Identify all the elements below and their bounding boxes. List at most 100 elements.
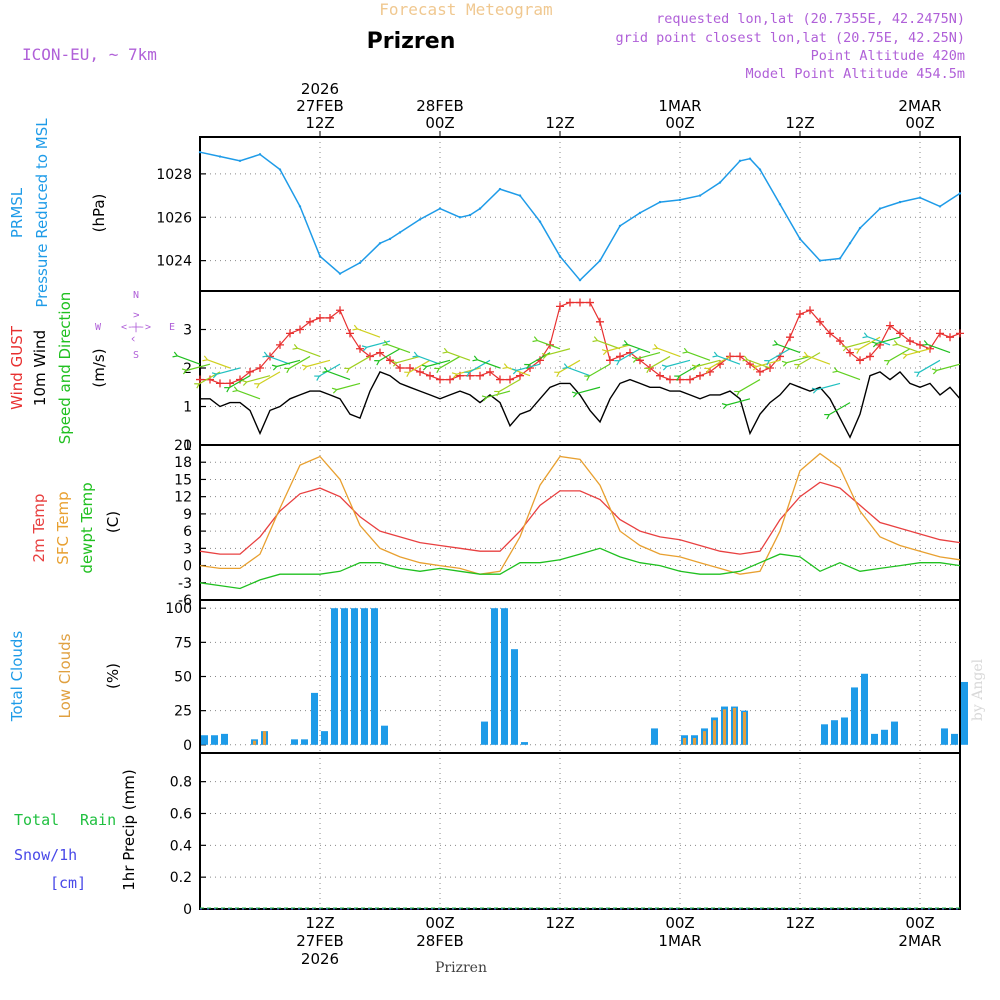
- gust-marker: [736, 352, 744, 361]
- wind-direction-arrowhead: [442, 347, 448, 354]
- top-time-label: 12Z: [785, 114, 814, 132]
- pressure-point: [838, 257, 842, 260]
- gust-marker: [956, 329, 964, 338]
- gust-marker: [936, 329, 944, 338]
- pressure-point: [418, 218, 422, 221]
- wind-direction-arrow: [276, 359, 301, 368]
- cloud-total-bar: [841, 717, 848, 745]
- wind-label-2: 10m Wind: [31, 330, 49, 406]
- pressure-unit: (hPa): [90, 194, 108, 233]
- cloud-low-bar: [733, 707, 736, 745]
- pressure-point: [818, 259, 822, 262]
- pressure-point: [438, 207, 442, 210]
- pressure-point: [678, 198, 682, 202]
- pressure-point: [458, 216, 462, 219]
- wind-direction-arrowhead: [772, 340, 778, 346]
- cloud-low-bar: [693, 737, 696, 745]
- wind-direction-arrow: [918, 359, 941, 373]
- cloud-total-bar: [211, 735, 218, 745]
- panel-frame-precip: [199, 752, 961, 910]
- wind-direction-arrowhead: [811, 387, 818, 394]
- wind-direction-arrow: [768, 348, 791, 362]
- wind-direction-arrow: [216, 367, 241, 375]
- chart-type-title: Forecast Meteogram: [379, 0, 552, 19]
- ytick-label-clouds: 75: [174, 635, 192, 651]
- pressure-point: [858, 226, 862, 230]
- ytick-label-temp: 0: [183, 559, 192, 575]
- wind-direction-arrowhead: [721, 403, 728, 410]
- wind-direction-arrow: [888, 348, 911, 362]
- gust-marker: [656, 371, 664, 380]
- wind-direction-arrowhead: [571, 391, 578, 398]
- bottom-time-label: 28FEB: [416, 932, 463, 950]
- wind-direction-arrow: [246, 375, 271, 383]
- clouds-label-2: Low Clouds: [56, 633, 74, 718]
- wind-direction-arrow: [807, 355, 831, 365]
- ytick-label-pressure: 1024: [156, 254, 192, 270]
- precip-label-cm: [cm]: [50, 874, 86, 892]
- pressure-point: [798, 237, 802, 241]
- cloud-low-bar: [253, 740, 256, 745]
- wind-direction-arrow: [606, 344, 631, 352]
- pressure-point: [398, 231, 402, 234]
- wind-direction-arrow: [237, 390, 261, 400]
- wind-direction-arrowhead: [434, 367, 440, 374]
- wind-direction-arrow: [876, 336, 901, 344]
- wind-direction-arrow: [858, 336, 881, 350]
- rose-n: N: [133, 290, 139, 301]
- wind-direction-arrowhead: [781, 360, 788, 367]
- wind-direction-arrow: [408, 359, 431, 373]
- clouds-unit: (%): [104, 663, 122, 689]
- temp-dewpt-line: [199, 547, 961, 590]
- cloud-total-bar: [341, 608, 348, 745]
- wind-direction-arrowhead: [421, 364, 428, 371]
- wind-direction-arrowhead: [451, 372, 458, 379]
- top-time-label: 1MAR: [658, 97, 701, 115]
- model-altitude: Model Point Altitude 454.5m: [746, 66, 965, 82]
- ytick-label-wind: 1: [183, 400, 192, 416]
- gust-marker: [816, 317, 824, 326]
- bottom-time-label: 12Z: [785, 914, 814, 932]
- wind-direction-arrow: [837, 370, 861, 381]
- ytick-label-wind: 0: [183, 438, 192, 454]
- rose-s: S: [133, 350, 139, 361]
- gust-marker: [576, 298, 584, 307]
- wind-direction-arrow: [396, 355, 421, 364]
- wind-direction-arrowhead: [862, 332, 868, 339]
- wind-direction-arrow: [297, 347, 321, 358]
- cloud-total-bar: [371, 608, 378, 745]
- wind-direction-arrowhead: [481, 395, 488, 402]
- pressure-point: [958, 192, 962, 195]
- precip-label-total: Total: [14, 811, 59, 829]
- wind-direction-arrowhead: [832, 367, 838, 373]
- pressure-point: [278, 168, 282, 171]
- temp-label-2: SFC Temp: [54, 491, 72, 564]
- wind-direction-arrow: [588, 363, 611, 377]
- ytick-label-temp: 9: [183, 507, 192, 523]
- wind-direction-arrow: [477, 359, 501, 369]
- cloud-total-bar: [941, 728, 948, 745]
- ytick-label-clouds: 100: [165, 601, 192, 617]
- ytick-label-wind: 3: [183, 323, 192, 339]
- wind-direction-arrow: [567, 366, 591, 377]
- temp-sfc-line: [199, 452, 961, 575]
- gust-marker: [336, 306, 344, 315]
- wind-direction-arrowhead: [841, 345, 848, 352]
- ytick-label-clouds: 50: [174, 670, 192, 686]
- cloud-low-bar: [713, 720, 716, 745]
- wind-direction-arrowhead: [614, 360, 620, 366]
- pressure-layer: [198, 150, 962, 282]
- pressure-point: [378, 242, 382, 245]
- gust-marker: [886, 321, 894, 330]
- cloud-total-bar: [891, 721, 898, 745]
- wind-label-1: Wind GUST: [8, 325, 26, 410]
- cloud-total-bar: [951, 733, 958, 745]
- wind-direction-arrow: [696, 359, 721, 368]
- pressure-point: [938, 205, 942, 208]
- top-time-label: 00Z: [425, 114, 454, 132]
- wind-direction-arrow: [747, 359, 771, 369]
- gust-marker: [476, 371, 484, 380]
- wind-direction-arrow: [597, 339, 621, 350]
- pressure-point: [618, 224, 622, 228]
